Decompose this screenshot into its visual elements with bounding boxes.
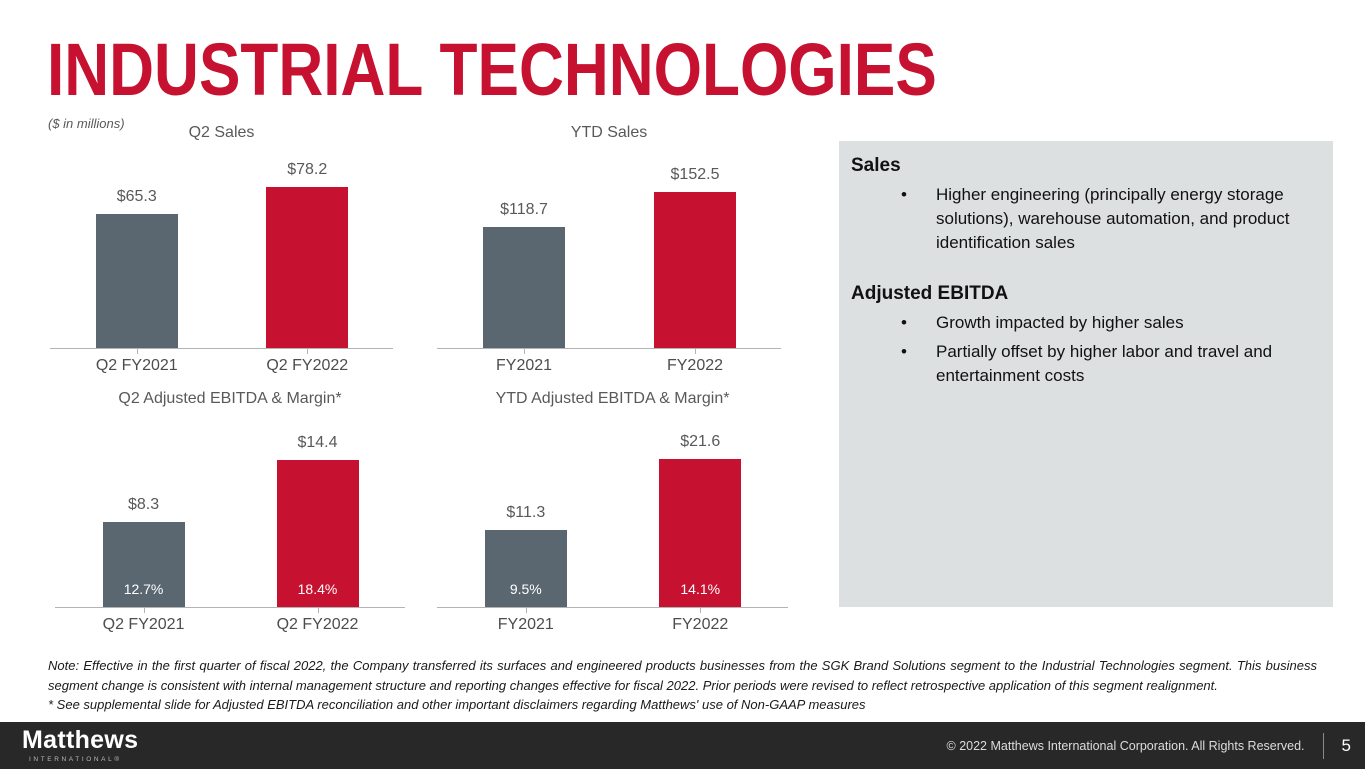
commentary-sections: Sales • Higher engineering (principally en… (851, 155, 1319, 388)
bar-value-label: $11.3 (506, 504, 546, 521)
bar-margin-label: 14.1% (680, 581, 721, 597)
chart-title: YTD Adjusted EBITDA & Margin* (495, 390, 730, 407)
x-axis-label: Q2 FY2022 (276, 616, 359, 633)
bar-value-label: $8.3 (127, 496, 160, 513)
axis-tick (700, 608, 702, 613)
chart-ytd-sales: YTD Sales $118.7 FY2021 $152.5 FY2022 (437, 124, 781, 388)
axis-tick (307, 349, 309, 354)
bar-q2-fy2021 (102, 522, 185, 607)
chart-title: Q2 Adjusted EBITDA & Margin* (118, 390, 342, 407)
matthews-logo: Matthews INTERNATIONAL® (22, 726, 139, 764)
non-gaap-footnote: * See supplemental slide for Adjusted EB… (48, 697, 866, 712)
axis-tick (143, 608, 145, 613)
bar-fy2021 (483, 227, 566, 348)
bullet-marker: • (901, 184, 907, 204)
page-number: 5 (1341, 735, 1351, 755)
footer-divider (1322, 732, 1324, 759)
x-axis-line (437, 607, 788, 608)
bar-fy2022 (659, 459, 742, 607)
commentary-bullet: • Growth impacted by higher sales (851, 311, 1319, 335)
commentary-bullet: • Partially offset by higher labor and tr… (851, 340, 1319, 388)
x-axis-label: Q2 FY2021 (102, 616, 185, 633)
x-axis-label: Q2 FY2022 (266, 357, 349, 374)
x-axis-label: FY2022 (672, 616, 729, 633)
bar-q2-fy2022 (266, 187, 349, 348)
bar-value-label: $14.4 (297, 434, 338, 451)
x-axis-label: FY2022 (666, 357, 724, 374)
chart-q2-sales: Q2 Sales $65.3 Q2 FY2021 $78.2 Q2 FY2022 (50, 124, 393, 388)
x-axis-line (437, 348, 781, 349)
bar-fy2021 (484, 530, 567, 607)
bar-fy2022 (654, 192, 736, 348)
bar-value-label: $21.6 (680, 433, 721, 450)
x-axis-label: FY2021 (496, 357, 553, 374)
bullet-marker: • (901, 342, 907, 362)
bullet-text: Growth impacted by higher sales (936, 312, 1184, 332)
x-axis-label: Q2 FY2021 (95, 357, 178, 374)
footer-bar: Matthews INTERNATIONAL® © 2022 Matthews … (0, 722, 1365, 769)
x-axis-label: FY2021 (497, 616, 554, 633)
bar-q2-fy2022 (276, 460, 359, 607)
axis-tick (695, 349, 696, 354)
units-note: ($ in millions) (48, 116, 125, 131)
chart-ytd-adjusted-ebitda-margin: YTD Adjusted EBITDA & Margin* $11.3 9.5% F… (437, 390, 788, 647)
copyright-text: © 2022 Matthews International Corporatio… (946, 738, 1305, 753)
bullet-text: Partially offset by higher labor and tra… (936, 342, 1273, 386)
axis-tick (525, 608, 527, 613)
commentary-panel: Sales • Higher engineering (principally en… (839, 141, 1333, 607)
slide-title: INDUSTRIAL TECHNOLOGIES (47, 28, 937, 111)
bar-margin-label: 9.5% (509, 581, 542, 597)
commentary-heading: Adjusted EBITDA (851, 283, 1009, 305)
bar-value-label: $65.3 (116, 188, 157, 205)
chart-title: YTD Sales (570, 124, 648, 141)
chart-q2-adjusted-ebitda-margin: Q2 Adjusted EBITDA & Margin* $8.3 12.7% Q2… (55, 390, 405, 647)
bullet-text: Higher engineering (principally energy s… (936, 184, 1290, 253)
bullet-marker: • (901, 312, 907, 332)
commentary-bullet: • Higher engineering (principally energy … (851, 183, 1319, 255)
bar-margin-label: 18.4% (297, 581, 338, 597)
bar-q2-fy2021 (95, 214, 178, 348)
bar-margin-label: 12.7% (123, 581, 164, 597)
x-axis-line (55, 607, 405, 608)
bar-value-label: $118.7 (500, 201, 548, 218)
bar-value-label: $78.2 (287, 161, 328, 178)
bar-value-label: $152.5 (670, 166, 720, 183)
x-axis-line (50, 348, 393, 349)
axis-tick (524, 349, 526, 354)
chart-title: Q2 Sales (188, 124, 255, 141)
logo-subtext: INTERNATIONAL® (29, 756, 122, 763)
segment-realignment-note: Note: Effective in the first quarter of … (48, 658, 1317, 693)
commentary-section: Adjusted EBITDA • Growth impacted by highe… (851, 283, 1319, 388)
axis-tick (317, 608, 319, 613)
commentary-section: Sales • Higher engineering (principally en… (851, 155, 1319, 255)
logo-wordmark: Matthews (22, 726, 139, 754)
axis-tick (136, 349, 138, 354)
commentary-heading: Sales (851, 155, 901, 176)
